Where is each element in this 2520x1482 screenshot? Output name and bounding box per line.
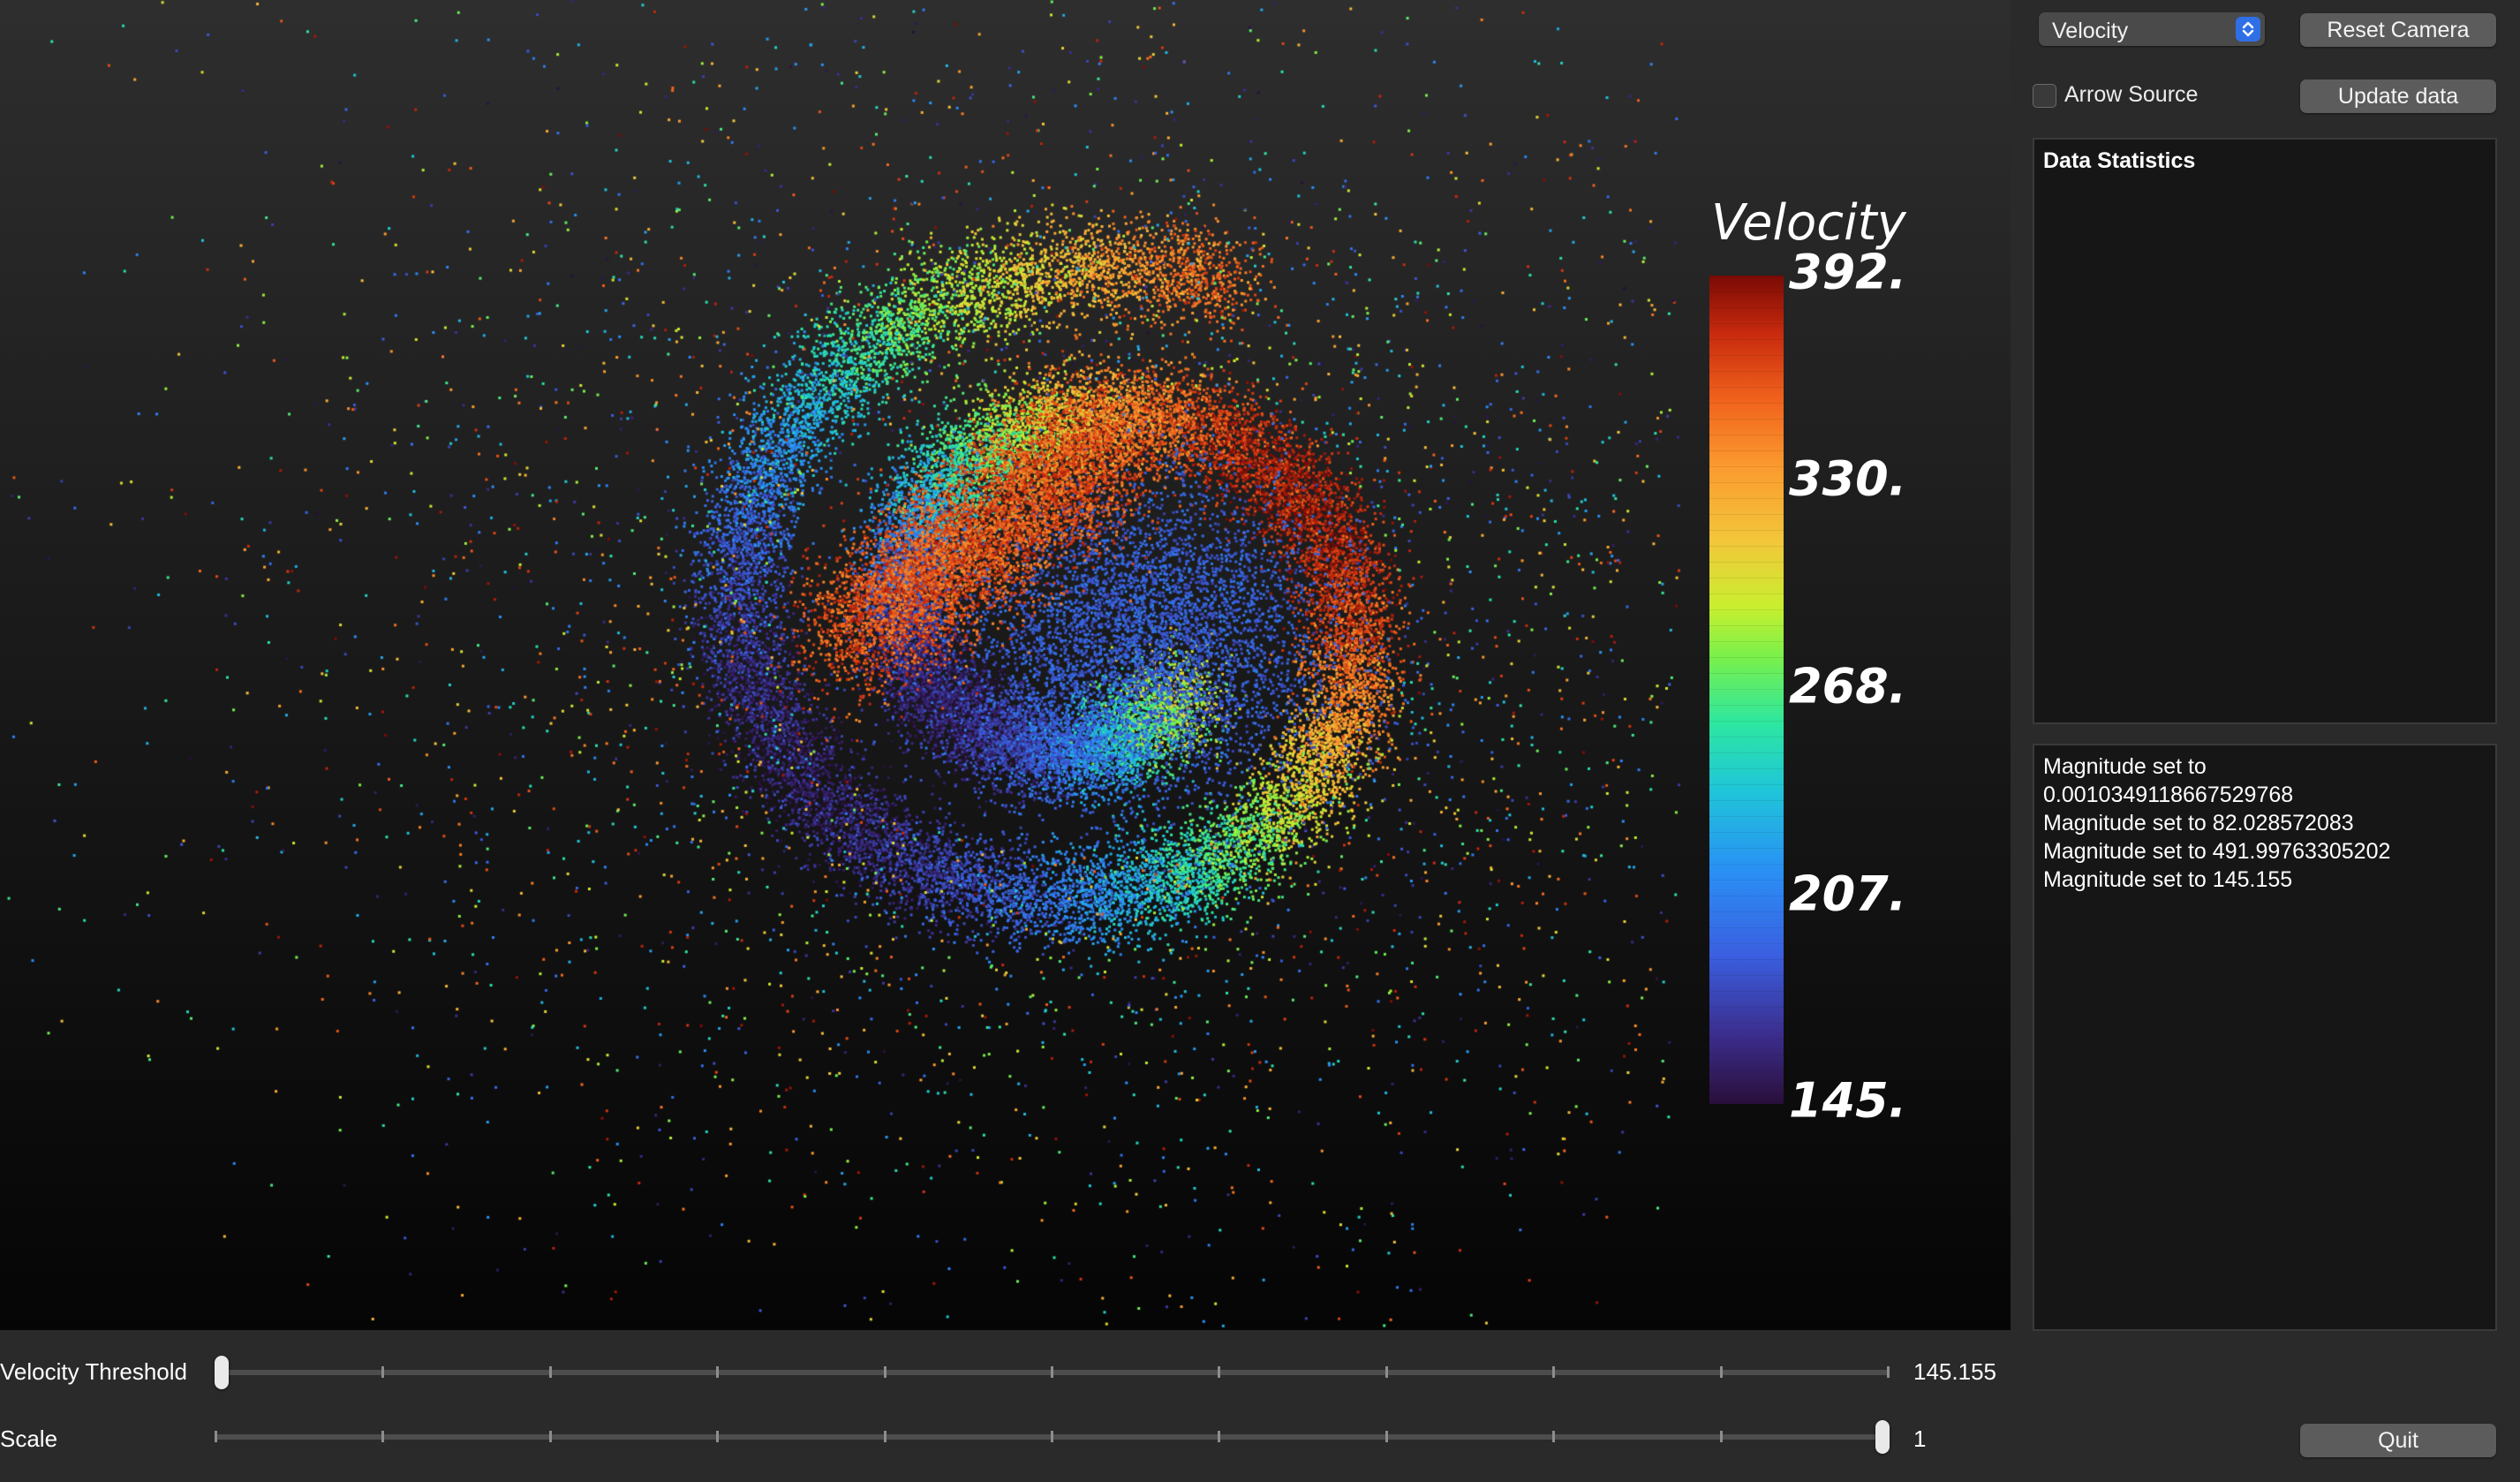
colorbar-title: Velocity bbox=[1711, 194, 1906, 252]
slider-tick bbox=[1384, 1366, 1388, 1378]
log-line: Magnitude set to 145.155 bbox=[2043, 867, 2293, 892]
velocity-point-cloud bbox=[0, 0, 2011, 1330]
log-line: Magnitude set to 82.028572083 bbox=[2043, 811, 2354, 836]
scale-slider[interactable] bbox=[215, 1431, 1890, 1442]
colorbar-label: 268. bbox=[1789, 658, 1907, 715]
colorbar-label-min: 145. bbox=[1789, 1072, 1907, 1129]
array-select-value: Velocity bbox=[2052, 19, 2129, 43]
colorbar-label: 207. bbox=[1789, 866, 1907, 922]
velocity-threshold-slider[interactable] bbox=[215, 1366, 1890, 1378]
slider-tick bbox=[215, 1431, 217, 1442]
scale-label: Scale bbox=[0, 1425, 58, 1452]
data-statistics-panel[interactable]: Data Statistics bbox=[2033, 138, 2497, 724]
slider-tick bbox=[1218, 1366, 1221, 1378]
velocity-threshold-value: 145.155 bbox=[1913, 1358, 1996, 1385]
update-data-button[interactable]: Update data bbox=[2300, 79, 2496, 113]
slider-tick bbox=[716, 1366, 720, 1378]
slider-tick bbox=[883, 1431, 887, 1442]
data-statistics-title: Data Statistics bbox=[2043, 148, 2196, 173]
slider-tick bbox=[548, 1431, 552, 1442]
slider-tick bbox=[1719, 1431, 1723, 1442]
slider-tick bbox=[1218, 1431, 1221, 1442]
slider-tick bbox=[1552, 1431, 1556, 1442]
log-output-panel[interactable]: Magnitude set to 0.0010349118667529768 M… bbox=[2033, 744, 2497, 1331]
slider-tick bbox=[883, 1366, 887, 1378]
slider-tick bbox=[1384, 1431, 1388, 1442]
colorbar bbox=[1709, 276, 1784, 1104]
quit-button[interactable]: Quit bbox=[2300, 1424, 2496, 1457]
scale-slider-thumb[interactable] bbox=[1875, 1420, 1890, 1454]
velocity-threshold-label: Velocity Threshold bbox=[0, 1358, 187, 1385]
arrow-source-checkbox[interactable] bbox=[2033, 84, 2056, 108]
reset-camera-button[interactable]: Reset Camera bbox=[2300, 13, 2496, 47]
slider-tick bbox=[1051, 1431, 1053, 1442]
colorbar-label-max: 392. bbox=[1789, 244, 1907, 300]
log-line: Magnitude set to 491.99763305202 bbox=[2043, 839, 2391, 864]
arrow-source-label[interactable]: Arrow Source bbox=[2064, 82, 2199, 107]
log-line: 0.0010349118667529768 bbox=[2043, 783, 2294, 807]
log-lines: Magnitude set to 0.0010349118667529768 M… bbox=[2043, 752, 2390, 894]
slider-tick bbox=[1552, 1366, 1556, 1378]
slider-tick bbox=[1051, 1366, 1053, 1378]
slider-tick bbox=[1887, 1366, 1890, 1378]
slider-tick bbox=[381, 1431, 385, 1442]
slider-tick bbox=[381, 1366, 385, 1378]
log-line: Magnitude set to bbox=[2043, 754, 2207, 779]
scale-value: 1 bbox=[1913, 1425, 1927, 1452]
velocity-threshold-slider-thumb[interactable] bbox=[215, 1356, 229, 1389]
select-arrows-icon bbox=[2236, 17, 2260, 42]
slider-tick bbox=[548, 1366, 552, 1378]
slider-tick bbox=[1719, 1366, 1723, 1378]
array-select[interactable]: Velocity bbox=[2039, 12, 2265, 46]
render-viewport[interactable]: Velocity 392. 330. 268. 207. 145. bbox=[0, 0, 2011, 1330]
colorbar-label: 330. bbox=[1789, 450, 1907, 507]
slider-tick bbox=[716, 1431, 720, 1442]
